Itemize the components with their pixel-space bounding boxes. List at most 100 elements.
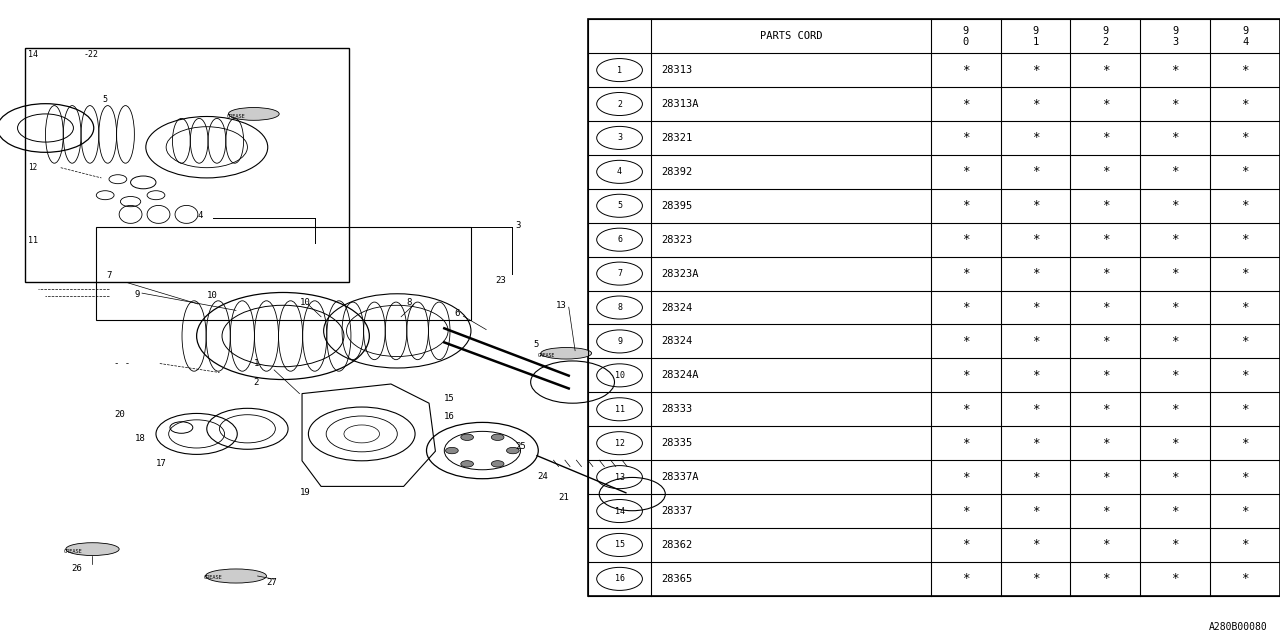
Text: 9
2: 9 2 — [1102, 26, 1108, 47]
Text: *: * — [1242, 199, 1249, 212]
Text: *: * — [961, 538, 969, 552]
Text: 28321: 28321 — [662, 133, 692, 143]
Text: 7: 7 — [617, 269, 622, 278]
Text: *: * — [1102, 504, 1108, 518]
Bar — [96, 227, 471, 320]
Text: *: * — [1171, 301, 1179, 314]
Text: *: * — [961, 131, 969, 145]
Text: *: * — [1171, 504, 1179, 518]
Text: 6: 6 — [454, 309, 460, 318]
Text: 16: 16 — [614, 574, 625, 584]
Text: *: * — [1242, 403, 1249, 416]
Text: *: * — [1171, 97, 1179, 111]
Text: *: * — [1171, 335, 1179, 348]
Text: *: * — [1242, 165, 1249, 179]
Text: *: * — [1171, 572, 1179, 586]
Text: *: * — [1171, 199, 1179, 212]
Text: *: * — [1032, 301, 1039, 314]
Text: 28313A: 28313A — [662, 99, 699, 109]
Text: 13: 13 — [614, 472, 625, 482]
Text: 17: 17 — [156, 460, 166, 468]
Text: *: * — [1032, 131, 1039, 145]
Text: *: * — [1242, 369, 1249, 382]
Text: 28333: 28333 — [662, 404, 692, 414]
Text: *: * — [961, 572, 969, 586]
Text: 20: 20 — [114, 410, 125, 419]
Text: *: * — [1242, 233, 1249, 246]
Text: 11: 11 — [614, 404, 625, 414]
Text: 3: 3 — [516, 221, 521, 230]
Text: 28365: 28365 — [662, 574, 692, 584]
Text: 9: 9 — [617, 337, 622, 346]
Text: *: * — [961, 436, 969, 450]
Text: 5: 5 — [617, 201, 622, 211]
Text: *: * — [961, 403, 969, 416]
Text: *: * — [1032, 504, 1039, 518]
Text: 1: 1 — [617, 65, 622, 75]
Text: *: * — [1242, 436, 1249, 450]
Text: *: * — [1032, 233, 1039, 246]
Text: 28337: 28337 — [662, 506, 692, 516]
Text: *: * — [1171, 63, 1179, 77]
Text: 9
0: 9 0 — [963, 26, 969, 47]
Text: A280B00080: A280B00080 — [1208, 622, 1267, 632]
Text: *: * — [1032, 470, 1039, 484]
Text: *: * — [1171, 403, 1179, 416]
Text: *: * — [961, 335, 969, 348]
Text: GREASE: GREASE — [204, 575, 223, 580]
Text: *: * — [1242, 301, 1249, 314]
Text: 3: 3 — [617, 133, 622, 143]
Text: 16: 16 — [444, 412, 454, 420]
Text: *: * — [1102, 131, 1108, 145]
Text: 14: 14 — [614, 506, 625, 516]
Text: *: * — [961, 165, 969, 179]
Text: 28313: 28313 — [662, 65, 692, 75]
Text: *: * — [1242, 504, 1249, 518]
Text: 25: 25 — [516, 442, 526, 451]
Text: 19: 19 — [300, 488, 310, 497]
Text: *: * — [1102, 403, 1108, 416]
Text: *: * — [1171, 436, 1179, 450]
Text: 5: 5 — [102, 95, 108, 104]
Text: 9
3: 9 3 — [1172, 26, 1179, 47]
Ellipse shape — [65, 543, 119, 556]
Text: *: * — [1242, 572, 1249, 586]
Ellipse shape — [541, 348, 591, 359]
Text: *: * — [961, 470, 969, 484]
Circle shape — [445, 447, 458, 454]
Text: *: * — [1032, 436, 1039, 450]
Text: 28324A: 28324A — [662, 371, 699, 380]
Text: 27: 27 — [266, 578, 278, 587]
Text: *: * — [1102, 335, 1108, 348]
Text: 23: 23 — [495, 276, 506, 285]
Text: 11: 11 — [28, 236, 37, 244]
Text: PARTS CORD: PARTS CORD — [760, 31, 822, 41]
Text: *: * — [1171, 267, 1179, 280]
Text: *: * — [1242, 131, 1249, 145]
Text: 18: 18 — [134, 434, 145, 443]
Ellipse shape — [206, 569, 266, 583]
Text: -22: -22 — [83, 50, 99, 59]
Text: 9
1: 9 1 — [1033, 26, 1038, 47]
Text: *: * — [1171, 470, 1179, 484]
Text: *: * — [1032, 165, 1039, 179]
Text: *: * — [1102, 165, 1108, 179]
Text: 28337A: 28337A — [662, 472, 699, 482]
Text: *: * — [1171, 165, 1179, 179]
Text: 9: 9 — [134, 290, 140, 299]
Text: *: * — [961, 63, 969, 77]
Text: 10: 10 — [207, 291, 218, 300]
Circle shape — [492, 461, 504, 467]
Text: 9
4: 9 4 — [1242, 26, 1248, 47]
Text: *: * — [1102, 199, 1108, 212]
Text: 4: 4 — [617, 167, 622, 177]
Text: *: * — [1102, 97, 1108, 111]
Text: *: * — [1102, 301, 1108, 314]
Text: 28335: 28335 — [662, 438, 692, 448]
Bar — [26, 48, 349, 282]
Text: *: * — [1242, 538, 1249, 552]
Text: 21: 21 — [558, 493, 570, 502]
Text: 28323: 28323 — [662, 235, 692, 244]
Circle shape — [461, 461, 474, 467]
Text: *: * — [1242, 63, 1249, 77]
